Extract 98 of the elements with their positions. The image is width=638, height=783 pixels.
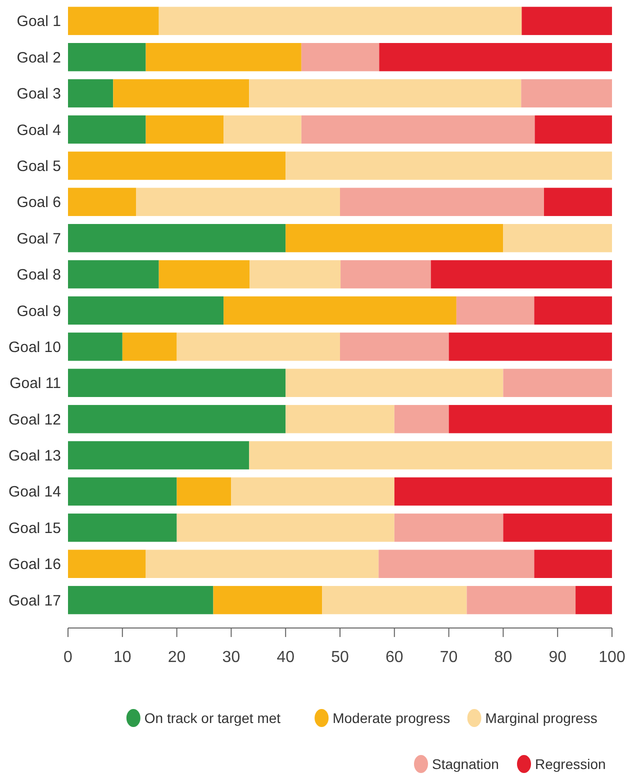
bar [249,79,522,108]
bar [146,550,379,578]
bar [122,332,177,361]
bar [340,332,449,361]
y-tick-label: Goal 2 [16,49,61,66]
x-tick-label: 30 [222,649,240,666]
bar [286,404,394,434]
y-tick-label: Goal 9 [16,302,61,320]
y-tick-label: Goal 1 [16,13,61,30]
bar [68,79,114,108]
bar [340,188,544,216]
bar [68,188,136,216]
x-tick-label: 80 [494,649,512,666]
x-tick-label: 10 [114,649,132,666]
bar [522,6,612,36]
bar [68,404,286,434]
legend-label: Moderate progress [332,710,450,726]
bar [430,260,612,288]
bar [301,43,380,72]
bar [68,368,286,398]
bar [534,296,612,325]
bar [576,586,612,614]
bar [340,260,431,288]
bar [503,224,612,252]
legend-label: Marginal progress [485,710,598,726]
bar [68,477,177,506]
y-tick-label: Goal 10 [8,338,61,356]
bar [503,514,612,542]
bar [286,224,504,252]
y-tick-label: Goal 5 [16,158,61,175]
y-tick-label: Goal 12 [8,411,61,428]
bar [544,188,612,216]
y-tick-label: Goal 13 [8,448,61,465]
bar [176,332,340,361]
y-tick-label: Goal 8 [16,266,61,284]
bar [158,6,522,36]
bar [68,224,286,252]
y-tick-label: Goal 11 [10,375,61,392]
bar [176,514,394,542]
bar [146,115,224,144]
bar [68,260,159,288]
bar [249,441,612,470]
bar [224,115,302,144]
y-tick-label: Goal 14 [8,484,61,501]
y-tick-label: Goal 7 [16,230,61,248]
bar [68,441,250,470]
bar [213,586,322,614]
bar [68,43,146,72]
bar [534,115,612,144]
x-tick-label: 100 [598,649,626,666]
bar [146,43,302,72]
bar [68,296,224,325]
x-tick-label: 60 [386,649,404,666]
legend-label: Regression [535,756,606,772]
legend-label: Stagnation [432,756,499,772]
bar [231,477,394,506]
bar [456,296,534,325]
bar [286,152,612,180]
bar [466,586,576,614]
bar [68,514,177,542]
bar [322,586,467,614]
bar [448,404,612,434]
bar [68,586,214,614]
bar [394,514,504,542]
bar [158,260,250,288]
bar [136,188,340,216]
y-tick-label: Goal 6 [16,194,61,212]
x-tick-label: 50 [331,649,349,666]
bar [113,79,250,108]
bar [521,79,612,108]
y-tick-label: Goal 3 [16,86,61,103]
y-tick-label: Goal 4 [16,122,61,139]
x-tick-label: 20 [168,649,186,666]
y-tick-label: Goal 15 [8,520,61,537]
bar [68,6,159,36]
bar [68,152,286,180]
bar [68,550,146,578]
x-tick-label: 90 [548,649,567,666]
x-tick-label: 40 [276,649,295,666]
bar [448,332,612,361]
bar [379,43,612,72]
bar [224,296,456,325]
bar [301,115,535,144]
bar [286,368,504,398]
bar [378,550,534,578]
bar [534,550,612,578]
bar [503,368,612,398]
x-tick-label: 70 [440,649,458,666]
bar [68,332,122,361]
bar [394,404,449,434]
legend-label: On track or target met [144,710,281,726]
bar [394,477,612,506]
y-tick-label: Goal 16 [8,556,61,574]
bar [68,115,146,144]
bar [176,477,232,506]
bar [250,260,341,288]
y-tick-label: Goal 17 [8,592,61,610]
x-tick-label: 0 [64,649,73,666]
